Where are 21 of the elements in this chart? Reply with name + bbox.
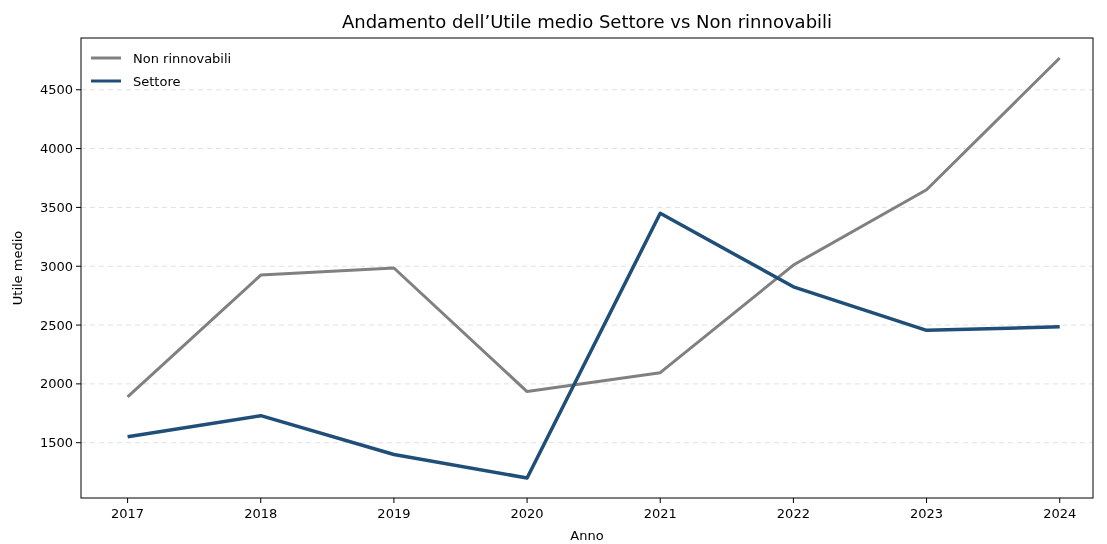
chart-title: Andamento dell’Utile medio Settore vs Non rinnovabili (341, 11, 833, 32)
y-tick-label: 4500 (39, 82, 73, 98)
y-axis-title: Utile medio (10, 230, 25, 306)
legend-label: Non rinnovabili (133, 50, 232, 66)
x-tick-label: 2024 (1043, 506, 1077, 521)
line-series (125, 211, 1062, 480)
x-tick-label: 2023 (910, 506, 944, 521)
x-axis-title: Anno (570, 528, 604, 543)
x-tick-label: 2019 (377, 506, 411, 521)
x-tick-label: 2022 (776, 506, 810, 521)
y-tick-label: 3000 (39, 258, 73, 274)
y-tick-label: 1500 (39, 435, 73, 451)
x-tick-label: 2021 (643, 506, 677, 521)
x-tick-label: 2018 (244, 506, 278, 521)
y-tick-label: 3500 (39, 199, 73, 215)
x-tick-label: 2020 (510, 506, 544, 521)
y-tick-label: 2000 (39, 376, 73, 392)
y-tick-label: 4000 (39, 141, 73, 157)
x-tick-label: 2017 (111, 506, 145, 521)
legend-label: Settore (133, 73, 181, 89)
y-tick-label: 2500 (39, 317, 73, 333)
